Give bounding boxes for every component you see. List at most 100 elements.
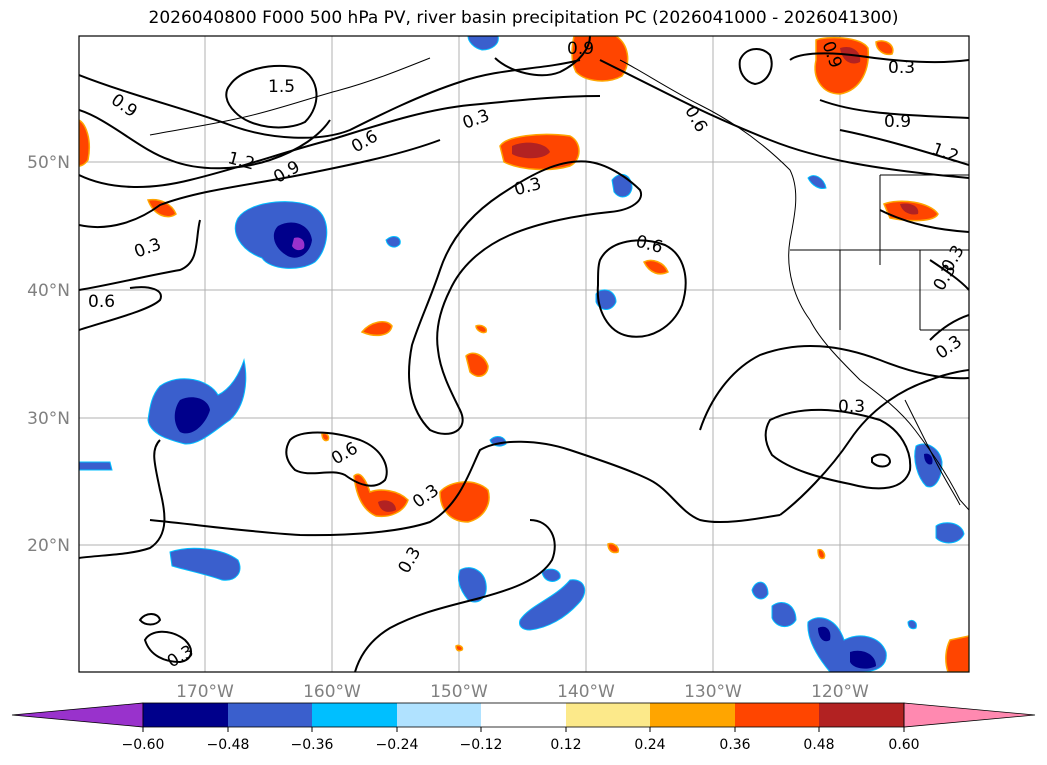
contour-label: 0.9 xyxy=(567,39,594,59)
contour-label: 0.3 xyxy=(512,174,543,200)
pv-contour-line xyxy=(929,259,969,291)
lat-label-40n: 40°N xyxy=(27,281,70,301)
colorbar-frame xyxy=(142,702,905,728)
colorbar-tick-label: 0.48 xyxy=(803,737,834,753)
precip-neg-patch xyxy=(850,650,876,669)
contour-label: 0.6 xyxy=(348,126,381,157)
contour-label: 1.2 xyxy=(226,148,257,174)
precip-pos-patch xyxy=(378,500,396,512)
coastline xyxy=(149,57,969,511)
colorbar-tick-label: −0.48 xyxy=(207,737,250,753)
precip-pos-patch xyxy=(146,198,177,218)
contour-label: 0.6 xyxy=(634,232,665,258)
contour-label: 0.3 xyxy=(838,397,865,417)
coastline-north-america xyxy=(619,59,969,511)
pv-contour-line xyxy=(779,369,969,516)
lon-label-160w: 160°W xyxy=(303,682,361,702)
colorbar-segment xyxy=(312,703,397,727)
lon-label-120w: 120°W xyxy=(811,682,869,702)
contour-label: 0.6 xyxy=(88,292,115,312)
pv-contour-line xyxy=(79,286,162,331)
pv-contour-line xyxy=(138,613,162,626)
precip-patches xyxy=(79,36,969,672)
precip-pos-patch xyxy=(353,473,409,518)
precip-neg-patch xyxy=(611,173,633,198)
colorbar-tick-label: 0.36 xyxy=(719,737,750,753)
lon-label-140w: 140°W xyxy=(557,682,615,702)
lon-label-150w: 150°W xyxy=(430,682,488,702)
pv-contour-line xyxy=(699,344,969,431)
colorbar-ticks xyxy=(142,727,905,732)
pv-contour-line xyxy=(79,59,581,139)
precip-pos-patch xyxy=(607,542,620,554)
precip-neg-patch xyxy=(807,175,827,189)
contour-label: 0.3 xyxy=(888,58,915,78)
pv-contour-line xyxy=(596,239,687,338)
precip-neg-patch xyxy=(292,237,305,251)
lat-label-50n: 50°N xyxy=(27,153,70,173)
precip-neg-patch xyxy=(907,619,917,630)
precip-neg-patch xyxy=(385,236,401,248)
contour-label: 0.3 xyxy=(409,481,443,513)
precip-neg-patch xyxy=(467,36,499,51)
colorbar-tick-label: −0.36 xyxy=(291,737,334,753)
pv-contour-line xyxy=(764,408,912,490)
precip-neg-patch xyxy=(924,453,933,465)
colorbar-segment xyxy=(566,703,650,727)
contour-label: 0.3 xyxy=(132,234,164,262)
contour-label: 1.5 xyxy=(268,77,295,97)
colorbar-tick-label: −0.60 xyxy=(122,737,165,753)
precip-pos-patch xyxy=(465,352,489,377)
precip-pos-patch xyxy=(571,36,629,82)
pv-contour-line xyxy=(819,99,969,119)
contour-label: 0.3 xyxy=(932,332,966,364)
precip-neg-patch xyxy=(914,443,943,488)
precip-pos-patch xyxy=(817,548,826,560)
precip-neg-patch xyxy=(169,547,241,581)
colorbar-tick-label: −0.12 xyxy=(460,737,503,753)
pv-contour-line xyxy=(354,519,556,672)
lon-label-130w: 130°W xyxy=(684,682,742,702)
precip-pos-patch xyxy=(875,40,894,56)
precip-neg-patch xyxy=(79,461,113,471)
contour-label: 1.2 xyxy=(929,139,961,167)
pv-contour-line xyxy=(285,431,388,487)
pv-contours xyxy=(79,36,969,672)
precip-pos-patch xyxy=(945,635,969,672)
colorbar-tick-label: −0.24 xyxy=(376,737,419,753)
pv-contour-line xyxy=(879,209,969,233)
precip-pos-patch xyxy=(900,203,919,215)
colorbar-segment xyxy=(143,703,228,727)
colorbar-segment xyxy=(228,703,312,727)
latitude-labels: 50°N 40°N 30°N 20°N xyxy=(27,153,70,556)
pv-contour-line xyxy=(738,48,773,86)
precip-neg-patch xyxy=(457,567,487,603)
precip-pos-patch xyxy=(475,324,488,334)
map-frame xyxy=(78,35,970,673)
colorbar-segment xyxy=(650,703,735,727)
precip-pos-patch xyxy=(455,644,464,652)
pv-contour-line xyxy=(79,439,166,559)
colorbar-segment xyxy=(481,703,566,727)
precip-neg-patch xyxy=(174,397,210,434)
state-borders xyxy=(790,174,969,331)
pv-contour-line xyxy=(929,314,969,341)
precip-pos-patch xyxy=(642,259,669,275)
longitude-labels: 170°W 160°W 150°W 140°W 130°W 120°W xyxy=(176,682,869,702)
pv-contour-line xyxy=(225,64,318,129)
pv-contour-line xyxy=(143,630,192,664)
map-title: 2026040800 F000 500 hPa PV, river basin … xyxy=(148,8,899,28)
colorbar-segment xyxy=(397,703,481,727)
pv-contour-line xyxy=(79,95,601,188)
pv-contour-line xyxy=(79,109,331,170)
precip-pos-patch xyxy=(512,142,550,159)
colorbar-tick-labels: −0.60 −0.48 −0.36 −0.24 −0.12 0.12 0.24 … xyxy=(122,737,920,753)
contour-label: 0.9 xyxy=(884,112,911,132)
precip-pos-patch xyxy=(360,321,393,337)
pv-contour-line xyxy=(149,440,781,537)
contour-label: 0.3 xyxy=(395,544,426,577)
pv-contour-line xyxy=(79,139,441,229)
aleutian-islands xyxy=(149,57,431,136)
lat-label-30n: 30°N xyxy=(27,409,70,429)
